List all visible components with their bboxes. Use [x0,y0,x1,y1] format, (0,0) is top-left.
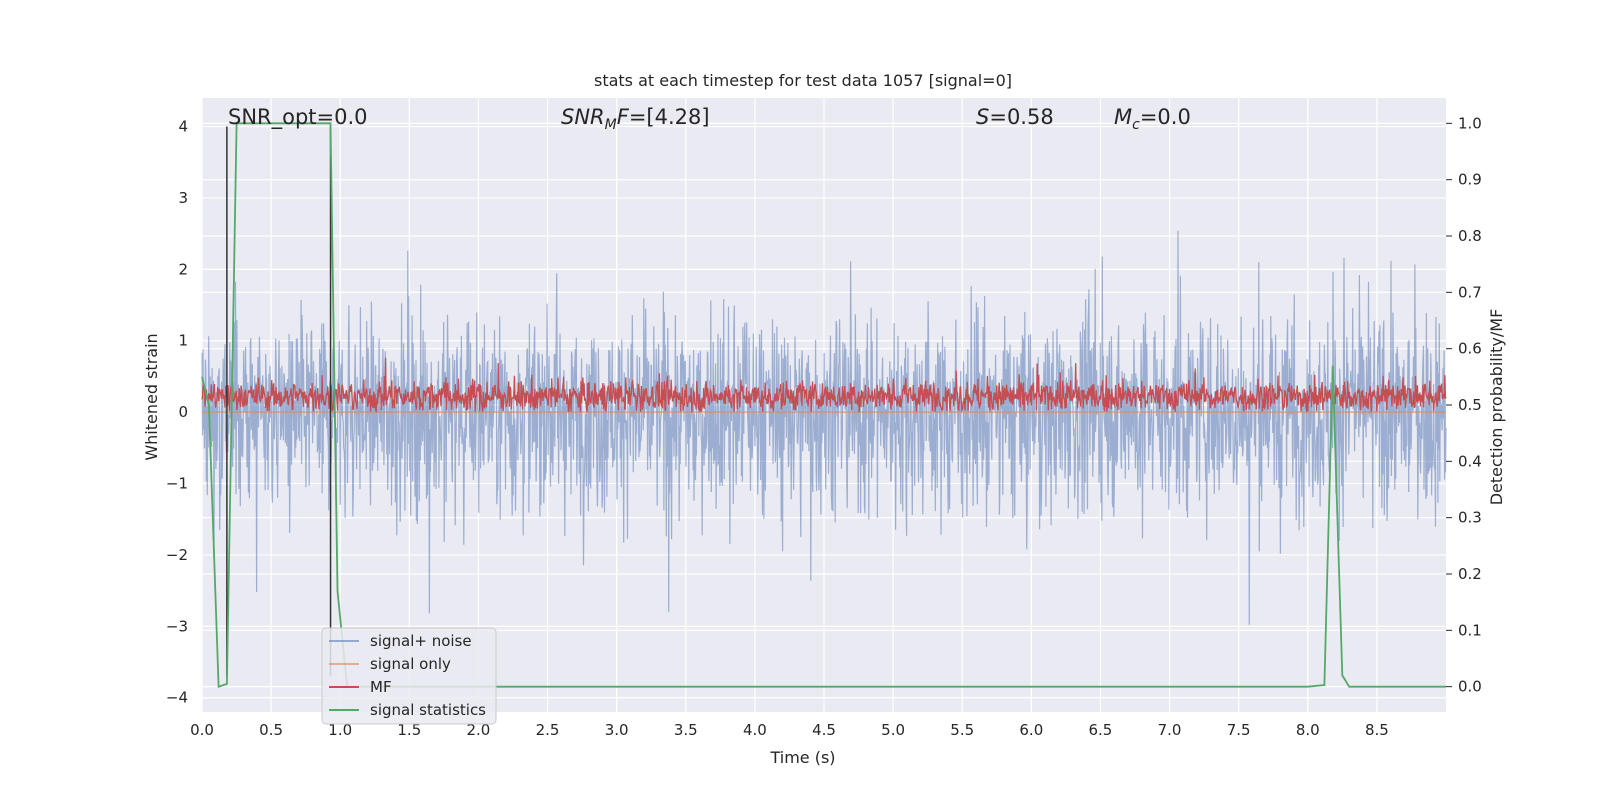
x-tick-label: 0.0 [190,721,214,739]
y-right-tick-label: 0.3 [1458,509,1482,527]
y-right-tick-label: 0.8 [1458,227,1482,245]
y-axis-right-label: Detection probability/MF [1487,309,1506,506]
chart-title: stats at each timestep for test data 105… [594,71,1012,90]
x-axis-ticks: 0.0 0.5 1.0 1.5 2.0 2.5 3.0 3.5 4.0 4.5 5.0 5.5 6.0 6… [190,721,1389,739]
legend-label-signal-only: signal only [370,655,451,673]
x-tick-label: 8.0 [1296,721,1320,739]
x-tick-label: 0.5 [259,721,283,739]
y-right-tick-label: 0.0 [1458,678,1482,696]
x-tick-label: 3.5 [674,721,698,739]
legend-box [321,627,497,725]
x-tick-label: 8.5 [1365,721,1389,739]
annotation-snr-mf: SNRMF=[4.28] [561,105,710,133]
x-tick-label: 6.5 [1089,721,1113,739]
y-axis-right-ticks: 0.0 0.1 0.2 0.3 0.4 0.5 0.6 0.7 0.8 0.9 1.0 [1446,114,1482,696]
annotation-mc: Mc=0.0 [1114,105,1191,133]
x-tick-label: 5.0 [881,721,905,739]
x-tick-label: 2.0 [467,721,491,739]
x-tick-label: 6.0 [1019,721,1043,739]
y-left-tick-label: 3 [178,189,188,207]
y-left-tick-label: −3 [166,617,188,635]
annotation-s-stat: S=0.58 [976,105,1054,129]
y-right-tick-label: 1.0 [1458,114,1482,132]
y-axis-left-ticks: −4 −3 −2 −1 0 1 2 3 4 [166,118,188,707]
series-mf [201,357,1447,413]
y-right-tick-label: 0.6 [1458,340,1482,358]
y-right-tick-label: 0.7 [1458,283,1482,301]
x-tick-label: 7.5 [1227,721,1251,739]
legend-label-mf: MF [370,678,392,696]
y-right-tick-label: 0.2 [1458,565,1482,583]
y-left-tick-label: −4 [166,689,188,707]
x-tick-label: 1.5 [397,721,421,739]
vertical-markers [226,126,332,677]
legend-label-signal-noise: signal+ noise [370,632,472,650]
x-axis-label: Time (s) [769,748,835,767]
x-tick-label: 3.0 [605,721,629,739]
y-left-tick-label: 2 [178,260,188,278]
y-right-tick-label: 0.5 [1458,396,1482,414]
legend: signal+ noise signal only MF signal stat… [321,627,497,725]
x-tick-label: 7.0 [1158,721,1182,739]
y-left-tick-label: 1 [178,332,188,350]
x-tick-label: 1.0 [328,721,352,739]
y-right-tick-label: 0.9 [1458,171,1482,189]
x-tick-label: 4.5 [812,721,836,739]
y-right-tick-label: 0.1 [1458,621,1482,639]
y-left-tick-label: −2 [166,546,188,564]
annotation-snr-opt: SNR_opt=0.0 [228,105,368,130]
y-left-tick-label: 4 [178,118,188,136]
y-axis-left-label: Whitened strain [142,333,161,460]
legend-label-signal-statistics: signal statistics [370,701,486,719]
y-right-tick-label: 0.4 [1458,452,1482,470]
x-tick-label: 5.5 [950,721,974,739]
mf-line [201,357,1447,413]
x-tick-label: 4.0 [743,721,767,739]
x-tick-label: 2.5 [536,721,560,739]
y-left-tick-label: 0 [178,403,188,421]
y-left-tick-label: −1 [166,475,188,493]
